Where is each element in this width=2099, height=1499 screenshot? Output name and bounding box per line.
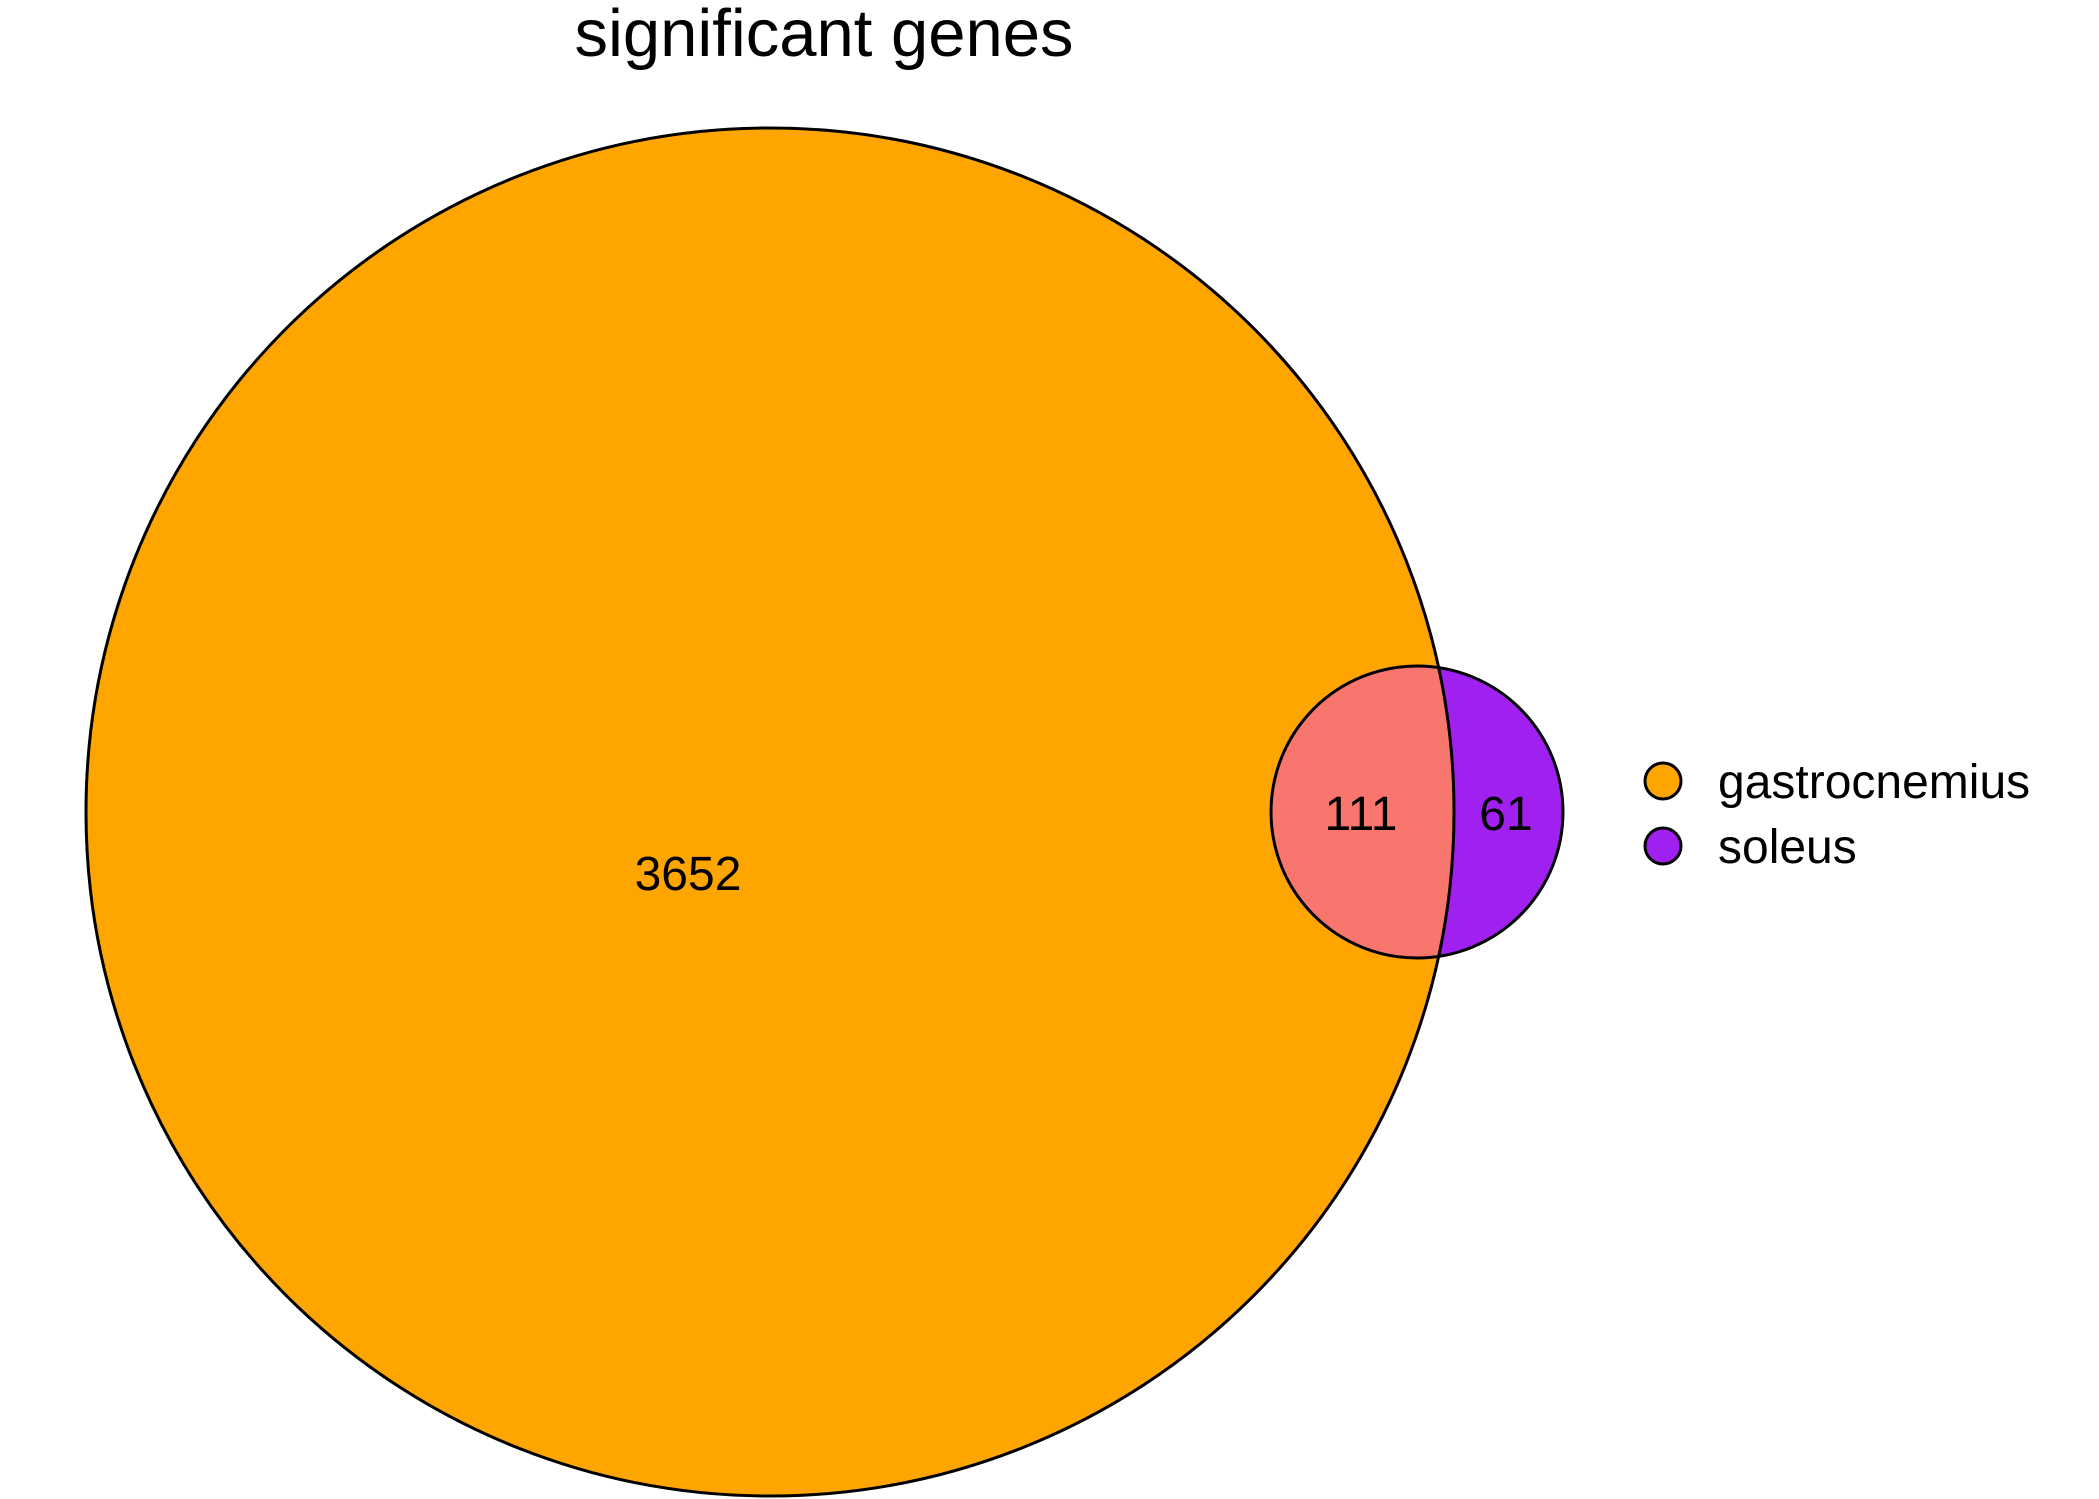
legend: gastrocnemius soleus — [1643, 756, 2030, 874]
legend-label-gastrocnemius: gastrocnemius — [1718, 756, 2030, 809]
gastrocnemius-only-count: 3652 — [635, 848, 742, 901]
gastrocnemius-circle — [86, 128, 1454, 1496]
legend-label-soleus: soleus — [1718, 821, 1857, 874]
intersection-count: 111 — [1325, 788, 1398, 841]
gastrocnemius-outline — [84, 126, 1456, 1498]
intersection-region — [1271, 666, 1454, 958]
chart-title: significant genes — [574, 0, 1073, 71]
legend-item-soleus: soleus — [1643, 821, 1857, 874]
soleus-only-count: 61 — [1479, 788, 1532, 841]
legend-key-gastrocnemius — [1643, 761, 1683, 801]
legend-key-soleus — [1643, 826, 1683, 866]
legend-item-gastrocnemius: gastrocnemius — [1643, 756, 2030, 809]
soleus-outline — [1269, 664, 1565, 960]
